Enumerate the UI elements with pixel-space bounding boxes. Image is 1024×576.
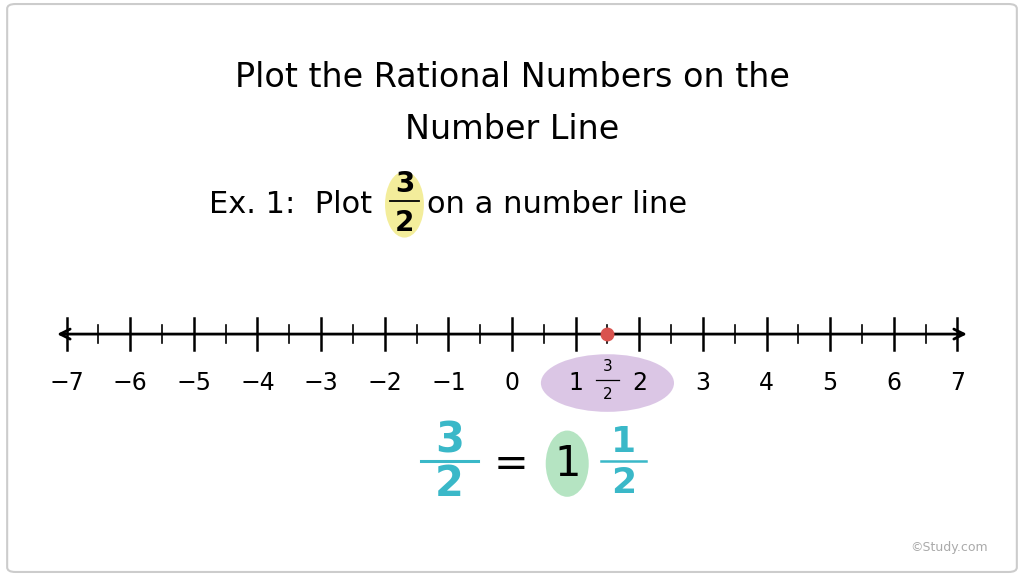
Text: 6: 6 bbox=[887, 371, 901, 395]
Ellipse shape bbox=[385, 172, 424, 238]
Text: Number Line: Number Line bbox=[404, 113, 620, 146]
Text: 1: 1 bbox=[554, 443, 581, 484]
Text: 4: 4 bbox=[759, 371, 774, 395]
Text: 1: 1 bbox=[611, 425, 636, 459]
Text: −1: −1 bbox=[431, 371, 466, 395]
Text: =: = bbox=[494, 443, 528, 484]
Text: −4: −4 bbox=[240, 371, 274, 395]
Text: 5: 5 bbox=[822, 371, 838, 395]
Text: 3: 3 bbox=[395, 170, 414, 198]
Ellipse shape bbox=[541, 354, 674, 412]
Ellipse shape bbox=[546, 431, 589, 497]
Text: Ex. 1:  Plot: Ex. 1: Plot bbox=[209, 190, 382, 219]
Text: ©Study.com: ©Study.com bbox=[910, 541, 988, 554]
Text: −3: −3 bbox=[304, 371, 339, 395]
Text: 2: 2 bbox=[632, 371, 647, 395]
Text: 3: 3 bbox=[695, 371, 711, 395]
Text: −6: −6 bbox=[113, 371, 147, 395]
Text: 2: 2 bbox=[395, 209, 414, 237]
Text: 1: 1 bbox=[568, 371, 583, 395]
Text: −2: −2 bbox=[368, 371, 402, 395]
Text: 2: 2 bbox=[603, 387, 612, 402]
Text: on a number line: on a number line bbox=[427, 190, 687, 219]
Text: Plot the Rational Numbers on the: Plot the Rational Numbers on the bbox=[234, 61, 790, 94]
Text: −7: −7 bbox=[49, 371, 84, 395]
FancyBboxPatch shape bbox=[7, 4, 1017, 572]
Text: 2: 2 bbox=[611, 465, 636, 500]
Text: 0: 0 bbox=[505, 371, 519, 395]
Text: 3: 3 bbox=[602, 359, 612, 374]
Text: 3: 3 bbox=[435, 420, 464, 461]
Text: 7: 7 bbox=[950, 371, 965, 395]
Text: 2: 2 bbox=[435, 463, 464, 505]
Text: −5: −5 bbox=[176, 371, 211, 395]
